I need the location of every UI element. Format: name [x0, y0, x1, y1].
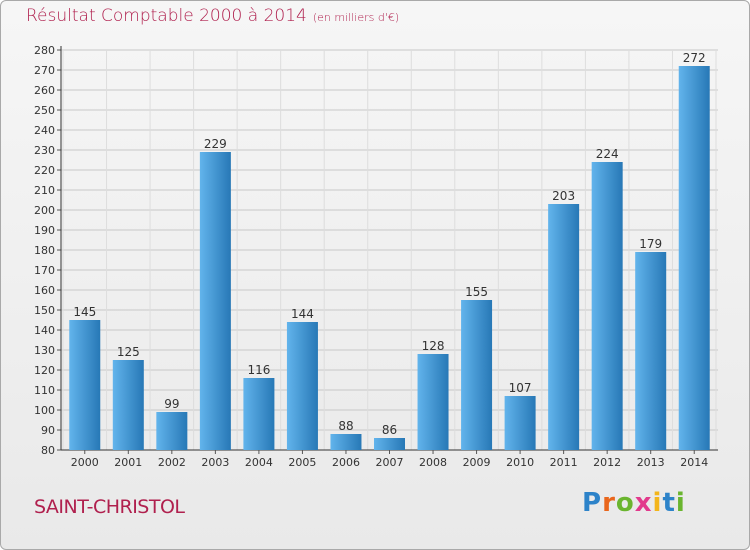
x-tick-label: 2009	[463, 456, 491, 469]
y-tick-label: 100	[34, 404, 55, 417]
x-tick-label: 2005	[288, 456, 316, 469]
bar-2000[interactable]	[69, 320, 101, 450]
bar-layer	[69, 66, 710, 450]
bar-2001[interactable]	[112, 360, 144, 450]
bar-2006[interactable]	[330, 434, 362, 450]
logo-letter-o: o	[615, 488, 635, 518]
y-tick-label: 210	[34, 184, 55, 197]
bar-value-label: 107	[509, 381, 532, 395]
bar-2007[interactable]	[374, 438, 405, 450]
logo-letter-p: P	[582, 488, 603, 518]
chart-title: Résultat Comptable 2000 à 2014 (en millie…	[26, 6, 399, 26]
y-tick-label: 280	[34, 44, 55, 57]
y-tick-label: 130	[34, 344, 55, 357]
logo-letter-i1: i	[652, 488, 663, 518]
bar-2008[interactable]	[417, 354, 449, 450]
y-tick-label: 150	[34, 304, 55, 317]
y-tick-label: 180	[34, 244, 55, 257]
bar-2014[interactable]	[678, 66, 710, 450]
x-tick-label: 2006	[332, 456, 360, 469]
y-tick-label: 170	[34, 264, 55, 277]
y-tick-label: 260	[34, 84, 55, 97]
bar-value-label: 125	[117, 345, 140, 359]
bar-value-label: 179	[639, 237, 662, 251]
bar-value-label: 272	[683, 51, 706, 65]
bar-2013[interactable]	[635, 252, 667, 450]
bar-value-label: 203	[552, 189, 575, 203]
bar-2002[interactable]	[156, 412, 188, 450]
y-tick-label: 120	[34, 364, 55, 377]
x-tick-label: 2012	[593, 456, 621, 469]
commune-name: SAINT-CHRISTOL	[34, 496, 185, 518]
bar-value-label: 155	[465, 285, 488, 299]
bar-value-label: 116	[247, 363, 270, 377]
x-tick-label: 2014	[680, 456, 708, 469]
bar-value-label: 88	[338, 419, 353, 433]
bar-value-label: 86	[382, 423, 397, 437]
y-tick-label: 240	[34, 124, 55, 137]
bar-value-label: 99	[164, 397, 179, 411]
y-tick-label: 110	[34, 384, 55, 397]
x-tick-label: 2003	[201, 456, 229, 469]
x-tick-label: 2007	[376, 456, 404, 469]
x-tick-label: 2004	[245, 456, 273, 469]
x-tick-label: 2010	[506, 456, 534, 469]
chart-subtitle: (en milliers d'€)	[312, 11, 400, 24]
bar-2003[interactable]	[199, 152, 231, 450]
y-tick-label: 220	[34, 164, 55, 177]
bar-value-label: 224	[596, 147, 619, 161]
bar-2011[interactable]	[548, 204, 580, 450]
x-tick-label: 2000	[71, 456, 99, 469]
bar-value-label: 229	[204, 137, 227, 151]
y-tick-label: 200	[34, 204, 55, 217]
proxiti-logo[interactable]: Proxiti	[582, 488, 686, 518]
logo-letter-r: r	[602, 488, 616, 518]
y-tick-label: 250	[34, 104, 55, 117]
bar-2009[interactable]	[461, 300, 493, 450]
bar-2005[interactable]	[286, 322, 318, 450]
logo-letter-i2: i	[675, 488, 686, 518]
y-tick-label: 270	[34, 64, 55, 77]
y-tick-label: 190	[34, 224, 55, 237]
bar-2012[interactable]	[591, 162, 623, 450]
bar-2010[interactable]	[504, 396, 536, 450]
x-tick-label: 2002	[158, 456, 186, 469]
y-tick-label: 90	[41, 424, 55, 437]
x-tick-label: 2008	[419, 456, 447, 469]
bar-value-label: 145	[73, 305, 96, 319]
chart-title-text: Résultat Comptable 2000 à 2014	[26, 6, 307, 26]
logo-letter-t: t	[662, 488, 676, 518]
y-tick-label: 160	[34, 284, 55, 297]
x-tick-label: 2001	[114, 456, 142, 469]
bar-value-label: 128	[422, 339, 445, 353]
y-tick-label: 80	[41, 444, 55, 457]
logo-letter-x: x	[634, 488, 653, 518]
x-tick-label: 2013	[637, 456, 665, 469]
label-layer: 145 2000 125 2001 99 2002 229 2003 116 2004 144 200…	[71, 51, 708, 469]
bar-value-label: 144	[291, 307, 314, 321]
y-tick-label: 230	[34, 144, 55, 157]
y-tick-label: 140	[34, 324, 55, 337]
x-tick-label: 2011	[550, 456, 578, 469]
bar-2004[interactable]	[243, 378, 275, 450]
